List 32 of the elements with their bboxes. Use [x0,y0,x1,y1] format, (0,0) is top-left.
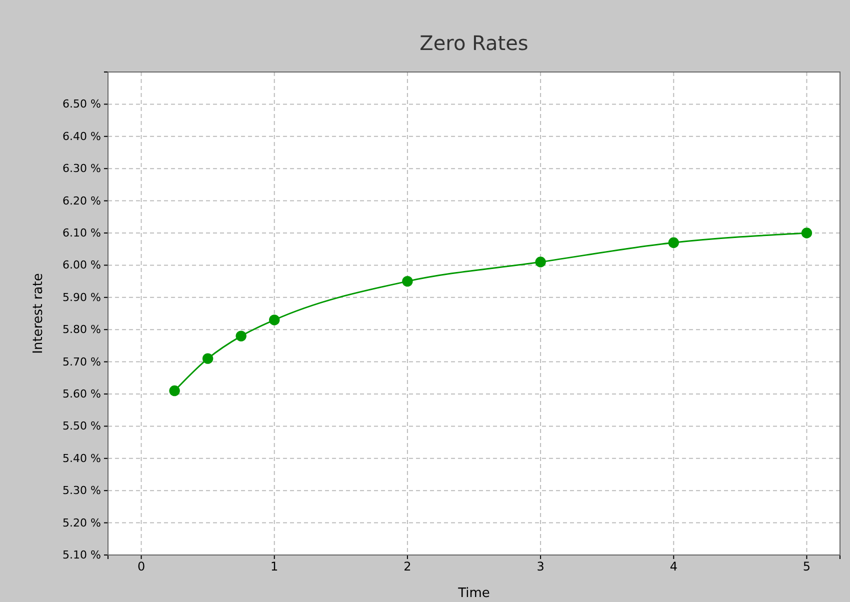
y-tick-label: 5.60 % [62,388,101,401]
y-tick-label: 6.30 % [62,162,101,176]
point [169,385,180,396]
y-tick-label: 5.10 % [62,548,101,562]
y-axis-title: Interest rate [31,273,46,354]
y-tick-label: 6.20 % [62,194,101,208]
y-tick-label: 5.50 % [62,420,101,433]
point [402,276,413,287]
x-tick-label: 3 [536,560,544,574]
y-tick-label: 5.90 % [62,290,101,304]
point [202,353,214,364]
y-tick-label: 6.50 % [62,98,101,111]
x-tick-label: 1 [270,560,278,574]
x-tick-label: 4 [670,560,678,574]
y-tick-label: 5.20 % [62,516,101,530]
chart-title: Zero Rates [420,31,528,55]
y-tick-label: 6.10 % [62,226,101,240]
x-tick-label: 2 [404,560,412,574]
y-tick-label: 5.30 % [62,484,101,498]
y-tick-label: 5.40 % [62,452,101,465]
point [535,256,546,268]
point [668,237,679,248]
x-axis-title: Time [457,586,490,601]
y-tick-label: 5.70 % [62,355,101,368]
y-tick-label: 6.40 % [62,130,101,143]
point [236,330,246,342]
point [801,228,812,238]
x-tick-label: 0 [137,560,146,574]
y-tick-label: 5.80 % [62,323,101,336]
x-tick-label: 5 [802,560,811,574]
y-tick-label: 6.00 % [62,258,101,272]
point [269,314,280,326]
